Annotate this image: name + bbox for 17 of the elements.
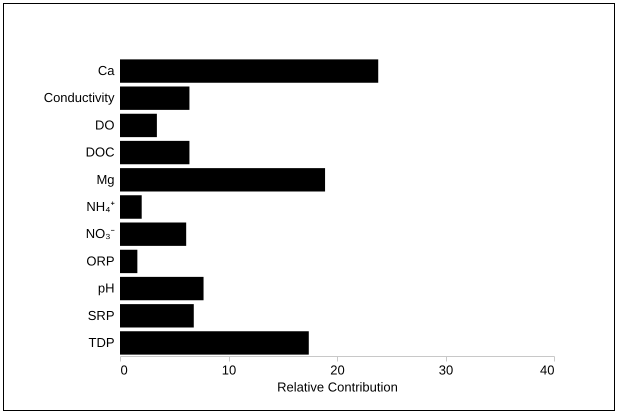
y-tick-label: SRP [88,308,114,323]
y-tick-label: NO₃⁻ [86,226,114,242]
y-tick-label: ORP [86,253,114,268]
x-tick-label: 0 [120,362,128,378]
y-tick-label: Conductivity [44,90,115,106]
x-tick-label: 40 [540,362,554,378]
x-tick-label: 10 [222,362,236,378]
y-tick-label: NH₄⁺ [86,199,114,214]
y-tick-label: Ca [98,63,116,78]
y-tick-label: TDP [88,334,114,350]
x-axis-title: Relative Contribution [277,380,398,394]
y-tick-label: DOC [86,144,114,160]
x-tick-label: 20 [330,362,345,378]
y-tick-label: Mg [96,172,114,187]
y-tick-label: DO [95,117,114,132]
y-tick-label: pH [98,280,114,296]
x-tick-label: 30 [438,362,454,378]
